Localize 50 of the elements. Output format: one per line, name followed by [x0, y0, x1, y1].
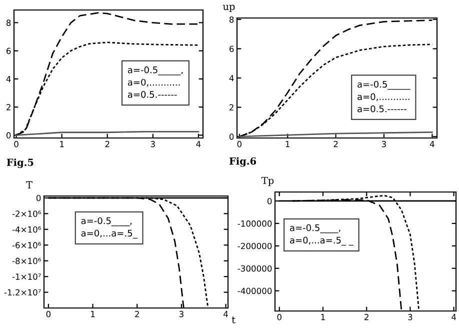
x-tick-label: 4	[452, 314, 456, 320]
x-tick-label: 3	[150, 140, 155, 148]
y-tick-label: 8	[229, 16, 234, 23]
x-tick-label: 2	[334, 140, 338, 148]
y-tick-label: 0	[229, 134, 234, 140]
x-tick-label: 2	[135, 310, 139, 318]
annotation: a=-0.5_____, a=0,........... a=0.5.------	[128, 66, 183, 98]
y-tick-label: 4	[229, 75, 234, 82]
y-tick-label: 8	[6, 20, 11, 26]
x-tick-label: 4	[224, 311, 228, 318]
x-tick-label: 3	[408, 314, 412, 320]
x-axis-title: t	[232, 316, 236, 324]
x-tick-label: 1	[91, 311, 95, 318]
x-tick-label: 2	[105, 140, 110, 148]
x-tick-label: 1	[60, 141, 64, 148]
y-tick-label: -300000	[238, 265, 272, 272]
y-tick-label: 6	[230, 46, 234, 52]
x-tick-label: 4	[430, 141, 434, 148]
x-tick-label: 1	[286, 141, 290, 148]
x-tick-label: 1	[321, 314, 325, 320]
x-tick-label: 3	[382, 140, 386, 148]
y-tick-label: -100000	[238, 220, 272, 227]
x-tick-label: 0	[277, 314, 282, 320]
y-tick-label: -4×10⁶	[12, 226, 41, 233]
caption: Fig.5	[6, 158, 34, 168]
y-tick-label: -1×10⁷	[12, 274, 41, 280]
x-tick-label: 0	[46, 310, 51, 318]
y-tick-label: -1.2×10⁷	[4, 289, 41, 296]
y-tick-label: 0	[267, 198, 272, 204]
annotation: a=-0.5____, a=0,...a=.5_	[81, 217, 138, 239]
y-tick-label: 6	[6, 48, 11, 54]
y-tick-label: -6×10⁶	[12, 242, 41, 248]
y-tick-label: 4	[6, 76, 11, 82]
y-tick-label: -200000	[238, 242, 272, 250]
x-tick-label: 3	[179, 310, 184, 318]
y-tick-label: 0	[36, 194, 41, 202]
x-tick-label: 4	[196, 141, 201, 148]
y-tick-label: -400000	[238, 288, 272, 294]
y-axis-title: up	[223, 4, 235, 12]
annotation: a=-0.5____, a=0,...a=.5_ _	[290, 224, 354, 246]
y-tick-label: 2	[230, 104, 234, 110]
y-tick-label: -2×10⁶	[12, 210, 41, 217]
caption: Fig.6	[229, 157, 256, 167]
x-tick-label: 2	[364, 314, 368, 320]
y-tick-label: -8×10⁶	[12, 258, 41, 264]
y-tick-label: 2	[6, 104, 10, 110]
y-axis-title: T	[26, 181, 32, 188]
y-axis-title: Tp	[262, 176, 274, 186]
y-tick-label: 0	[6, 132, 11, 138]
annotation: a=-0.5_____ a=0,........... a=0.5.------	[358, 80, 410, 112]
